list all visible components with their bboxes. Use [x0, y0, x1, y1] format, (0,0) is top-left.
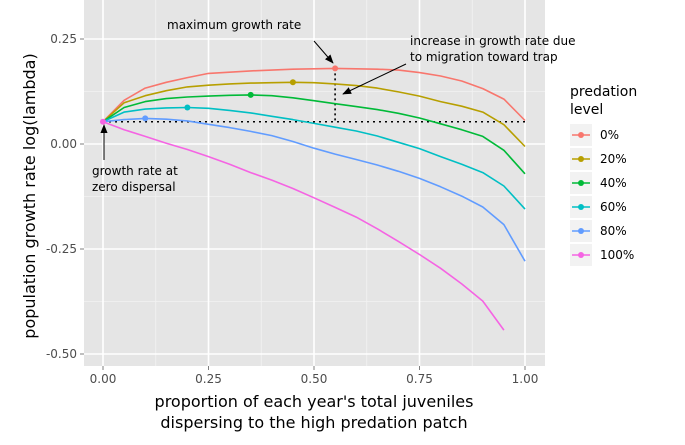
series-line-4	[102, 117, 526, 262]
series-line-2	[102, 94, 526, 175]
legend-title-line1: predation	[570, 84, 637, 100]
x-tick-label: 0.50	[301, 372, 328, 386]
series-peak-point-3	[184, 104, 191, 111]
x-axis-title-line1: proportion of each year's total juvenile…	[155, 392, 474, 411]
y-axis: 0.25 0.00 -0.25 -0.50	[46, 32, 84, 361]
legend-items: 0% 20% 40% 60% 80% 100%	[570, 124, 634, 266]
x-tick-label: 0.00	[90, 372, 117, 386]
legend: predation level 0% 20% 40% 60% 80% 100%	[570, 84, 637, 266]
series-peak-point-0	[332, 65, 339, 72]
legend-label: 20%	[600, 152, 627, 166]
legend-label: 60%	[600, 200, 627, 214]
y-axis-title: population growth rate log(lambda)	[20, 53, 39, 338]
legend-label: 80%	[600, 224, 627, 238]
annotation-max-growth: maximum growth rate	[167, 18, 334, 64]
series-line-5	[102, 120, 505, 331]
series-peak-point-2	[247, 91, 254, 98]
x-tick-label: 1.00	[512, 372, 539, 386]
legend-key-point	[578, 132, 584, 138]
series-peak-point-4	[142, 115, 149, 122]
annotation-zero-dispersal-text-line2: zero dispersal	[92, 180, 176, 194]
series-line-0	[102, 67, 526, 123]
x-tick-label: 0.25	[195, 372, 222, 386]
legend-key-point	[578, 180, 584, 186]
x-tick-label: 0.75	[406, 372, 433, 386]
series-line-1	[102, 81, 526, 148]
series-layer	[100, 65, 526, 331]
annotation-migration: increase in growth rate due to migration…	[342, 34, 576, 95]
legend-key-point	[578, 252, 584, 258]
series-peak-point-1	[289, 79, 296, 86]
annotation-migration-text-line1: increase in growth rate due	[410, 34, 576, 48]
legend-label: 0%	[600, 128, 619, 142]
y-tick-label: -0.25	[46, 242, 77, 256]
x-axis-title-line2: dispersing to the high predation patch	[160, 413, 467, 432]
grid-major	[84, 0, 545, 366]
y-tick-label: -0.50	[46, 347, 77, 361]
legend-title-line2: level	[570, 102, 603, 118]
annotation-zero-dispersal-text-line1: growth rate at	[92, 164, 178, 178]
annotation-migration-arrow	[342, 63, 407, 95]
series-line-3	[102, 106, 526, 210]
legend-key-point	[578, 156, 584, 162]
annotation-migration-text-line2: to migration toward trap	[410, 50, 558, 64]
legend-key-point	[578, 228, 584, 234]
y-tick-label: 0.25	[50, 32, 77, 46]
legend-label: 100%	[600, 248, 634, 262]
y-tick-label: 0.00	[50, 137, 77, 151]
legend-key-point	[578, 204, 584, 210]
annotation-max-growth-arrow	[313, 40, 334, 64]
x-axis: 0.00 0.25 0.50 0.75 1.00	[90, 366, 539, 386]
legend-label: 40%	[600, 176, 627, 190]
series-peak-point-5	[100, 118, 106, 125]
annotation-zero-dispersal: growth rate at zero dispersal	[92, 124, 178, 194]
annotation-max-growth-text: maximum growth rate	[167, 18, 301, 32]
